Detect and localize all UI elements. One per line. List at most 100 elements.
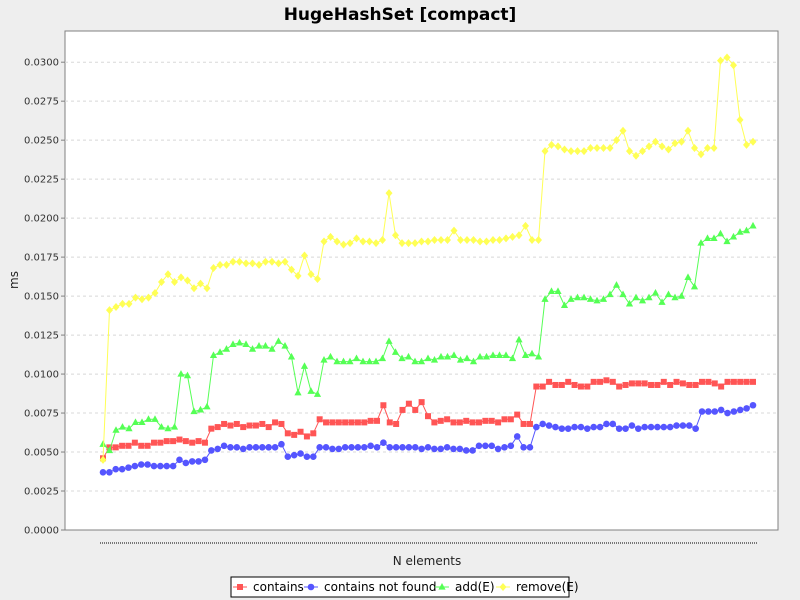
data-point — [469, 357, 478, 365]
data-point — [411, 239, 419, 248]
data-point — [533, 383, 540, 390]
data-point — [342, 419, 349, 426]
y-tick-label: 0.0075 — [24, 409, 59, 420]
y-tick-label: 0.0175 — [24, 253, 59, 264]
data-point — [456, 445, 464, 453]
data-point — [284, 453, 292, 461]
data-point — [151, 288, 159, 297]
data-point — [119, 442, 126, 449]
data-point — [462, 447, 470, 454]
data-point — [278, 420, 285, 427]
data-point — [665, 145, 672, 154]
data-point — [546, 378, 553, 385]
data-point — [195, 458, 202, 465]
data-point — [684, 126, 692, 135]
data-point — [705, 408, 712, 415]
data-point — [335, 419, 342, 426]
data-point — [354, 444, 362, 451]
legend-label: contains not found — [324, 580, 436, 594]
data-point — [399, 406, 406, 413]
data-point — [150, 462, 158, 470]
data-point — [287, 352, 296, 360]
data-point — [307, 583, 315, 591]
data-point — [262, 257, 269, 266]
data-point — [749, 401, 757, 409]
data-point — [372, 239, 380, 248]
legend-label: remove(E) — [516, 580, 579, 594]
data-point — [703, 234, 712, 241]
data-point — [450, 445, 457, 453]
data-point — [698, 408, 706, 415]
data-point — [131, 462, 139, 470]
data-point — [612, 281, 621, 288]
data-point — [112, 426, 120, 433]
data-point — [322, 444, 330, 451]
data-point — [203, 284, 211, 293]
data-point — [137, 461, 145, 468]
data-point — [313, 390, 322, 397]
data-point — [632, 293, 640, 301]
data-point — [673, 422, 680, 429]
series-2 — [99, 221, 757, 454]
data-point — [366, 237, 373, 246]
data-point — [424, 354, 432, 362]
data-point — [252, 444, 260, 451]
data-point — [125, 464, 132, 471]
data-point — [268, 257, 276, 266]
data-point — [201, 439, 208, 446]
data-point — [660, 378, 667, 385]
data-point — [450, 351, 458, 358]
data-point — [463, 235, 471, 244]
data-point — [176, 436, 183, 443]
data-point — [391, 348, 400, 355]
data-point — [580, 293, 588, 301]
data-point — [666, 423, 674, 431]
data-point — [365, 357, 374, 365]
data-point — [521, 351, 530, 358]
y-tick-label: 0.0150 — [24, 292, 59, 303]
data-point — [526, 420, 533, 427]
data-point — [430, 356, 439, 363]
data-point — [339, 357, 348, 365]
data-point — [208, 425, 215, 432]
data-point — [112, 303, 120, 312]
data-point — [374, 417, 381, 424]
data-point — [437, 417, 444, 424]
data-point — [438, 583, 446, 590]
data-point — [424, 444, 432, 451]
data-point — [625, 299, 634, 307]
data-point — [509, 232, 516, 241]
data-point — [622, 381, 629, 388]
data-point — [729, 232, 738, 240]
data-point — [235, 338, 244, 346]
data-point — [182, 438, 189, 445]
data-point — [736, 115, 744, 124]
data-point — [106, 306, 113, 315]
data-point — [392, 231, 399, 240]
data-point — [717, 56, 724, 65]
data-point — [692, 425, 699, 432]
data-point — [679, 380, 686, 387]
data-point — [743, 405, 750, 412]
data-point — [552, 423, 559, 431]
data-point — [346, 239, 354, 248]
gridlines — [65, 61, 778, 492]
data-point — [132, 293, 139, 302]
data-point — [545, 422, 553, 429]
data-point — [431, 445, 438, 453]
y-tick-label: 0.0100 — [24, 370, 59, 381]
data-point — [188, 458, 196, 465]
data-point — [507, 416, 514, 423]
data-point — [246, 444, 253, 451]
data-point — [327, 232, 334, 241]
data-point — [710, 143, 718, 152]
data-point — [586, 295, 595, 302]
data-point — [367, 442, 374, 450]
data-point — [628, 380, 635, 387]
data-point — [677, 292, 686, 299]
data-point — [378, 354, 387, 362]
data-point — [221, 420, 228, 427]
data-point — [255, 341, 263, 349]
data-point — [599, 295, 608, 302]
